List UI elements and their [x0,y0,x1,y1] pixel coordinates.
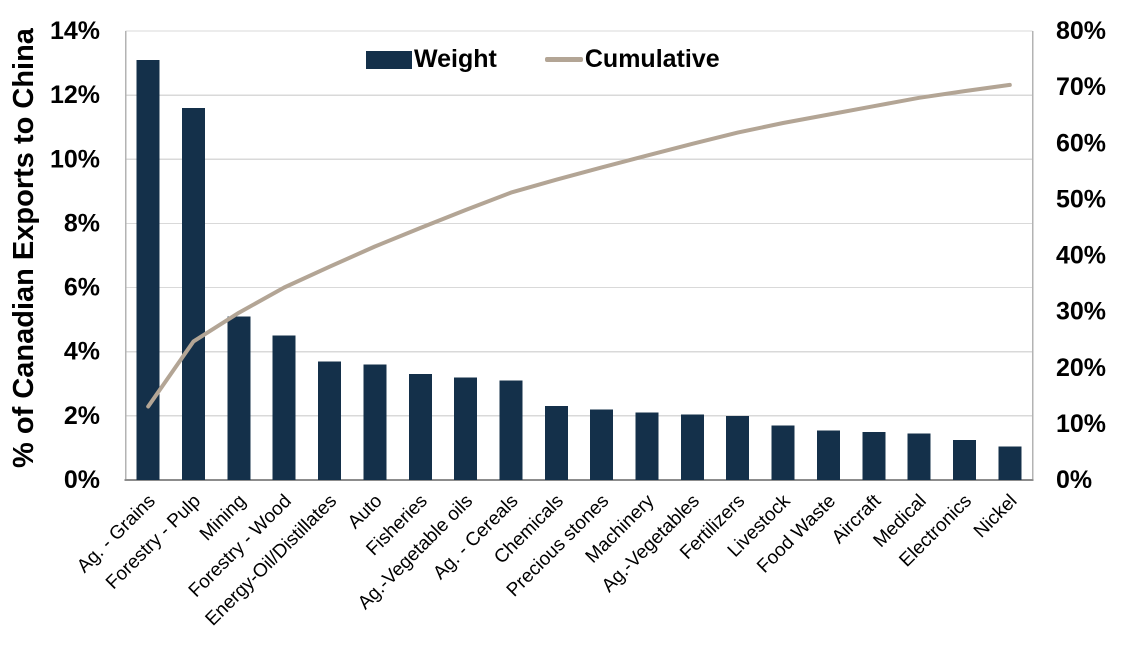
right-axis-tick-label: 30% [1056,298,1106,326]
bar-ag-grains [136,59,160,480]
legend-item-weight: Weight [366,45,497,74]
right-axis-tick-label: 50% [1056,185,1106,213]
legend: Weight Cumulative [366,45,720,74]
cumulative-line [146,82,1012,409]
bar-aircraft [862,431,886,480]
right-axis-tick-label: 60% [1056,129,1106,157]
left-axis-tick-label: 8% [64,209,100,237]
left-axis-tick-label: 14% [50,17,100,45]
bar-forestry-pulp [182,107,206,480]
x-category-label-nickel: Nickel [970,491,1021,542]
bar-chemicals [544,406,568,480]
bar-nickel [998,446,1022,480]
bar-machinery [635,412,659,480]
left-axis-tick-label: 0% [64,466,100,494]
bar-livestock [771,425,795,480]
bar-electronics [952,439,976,480]
left-axis-tick-label: 12% [50,81,100,109]
bar-medical [907,433,931,480]
bar-ag-cereals [499,380,523,480]
bar-fertilizers [726,415,750,480]
right-axis-tick-label: 70% [1056,73,1106,101]
right-axis-tick-label: 20% [1056,354,1106,382]
legend-label-weight: Weight [414,45,497,73]
left-axis-tick-label: 6% [64,274,100,302]
bar-fisheries [408,374,432,480]
bar-ag-vegetable-oils [454,377,478,480]
cumulative-line-swatch [544,57,583,62]
bar-ag-vegetables [680,414,704,480]
right-axis-tick-label: 10% [1056,410,1106,438]
bar-energy-oil-distillates [318,361,342,480]
right-axis-tick-label: 0% [1056,466,1092,494]
right-axis-tick-label: 40% [1056,242,1106,270]
weight-bar-swatch [366,50,412,69]
bar-food-waste [816,430,840,480]
bar-forestry-wood [272,335,296,480]
legend-item-cumulative: Cumulative [544,45,720,74]
left-axis-tick-label: 2% [64,402,100,430]
left-axis-tick-label: 10% [50,145,100,173]
right-axis-tick-label: 80% [1056,17,1106,45]
legend-label-cumulative: Cumulative [584,45,720,73]
bar-precious-stones [590,409,614,480]
bar-mining [227,316,251,480]
bar-auto [363,364,387,480]
left-axis-tick-label: 4% [64,338,100,366]
